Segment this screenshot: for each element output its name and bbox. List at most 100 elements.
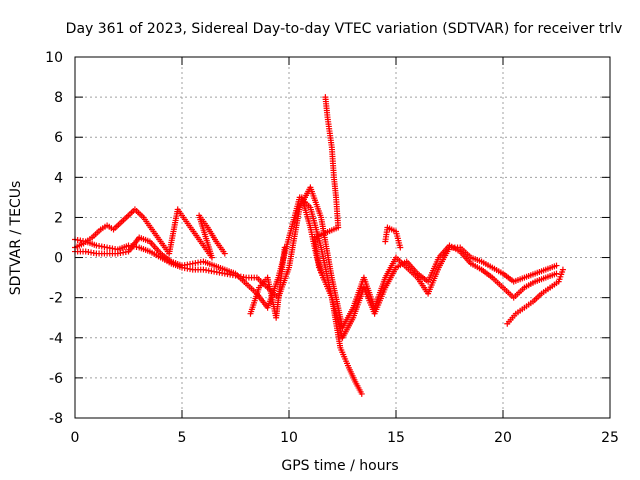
data-marker-track-c bbox=[255, 286, 262, 293]
data-marks bbox=[72, 94, 566, 397]
data-marker-track-b bbox=[317, 242, 324, 249]
data-marker-track-c bbox=[511, 312, 518, 319]
data-marker-track-c bbox=[147, 224, 154, 231]
data-marker-track-a bbox=[519, 275, 526, 282]
data-marker-track-b bbox=[230, 269, 237, 276]
data-marker-track-b bbox=[529, 279, 536, 286]
data-marker-track-c bbox=[536, 292, 543, 299]
data-marker-track-a bbox=[476, 257, 483, 264]
y-tick-label: 0 bbox=[54, 251, 63, 267]
y-tick-label: -8 bbox=[49, 411, 63, 427]
x-tick-label: 20 bbox=[494, 430, 512, 446]
data-marker-track-a bbox=[317, 212, 324, 219]
x-tick-label: 10 bbox=[280, 430, 298, 446]
data-marker-track-c bbox=[351, 376, 358, 383]
data-marker-track-b bbox=[519, 286, 526, 293]
data-marker-track-a bbox=[187, 266, 194, 273]
x-tick-label: 15 bbox=[387, 430, 405, 446]
data-marker-track-b bbox=[391, 266, 398, 273]
data-marker-track-b bbox=[274, 276, 281, 283]
y-tick-label: -4 bbox=[49, 331, 63, 347]
data-marker-track-c bbox=[95, 228, 102, 235]
data-marker-track-b bbox=[80, 248, 87, 255]
data-marker-track-b bbox=[208, 261, 215, 268]
data-marker-track-b bbox=[540, 275, 547, 282]
data-marker-track-a bbox=[497, 269, 504, 276]
data-marker-track-b bbox=[487, 273, 494, 280]
data-marker-track-a bbox=[208, 268, 215, 275]
grid bbox=[75, 57, 610, 418]
data-marker-track-b bbox=[551, 271, 558, 278]
data-marker-track-b bbox=[134, 236, 141, 243]
data-marker-track-c bbox=[313, 233, 320, 240]
data-marker-track-c bbox=[396, 242, 403, 249]
y-tick-label: 8 bbox=[54, 90, 63, 106]
chart-title: Day 361 of 2023, Sidereal Day-to-day VTE… bbox=[66, 21, 623, 37]
x-axis-label: GPS time / hours bbox=[281, 458, 398, 474]
data-marker-track-c bbox=[281, 246, 288, 253]
data-marker-track-c bbox=[390, 227, 397, 234]
data-marker-track-c bbox=[335, 222, 342, 229]
data-marker-track-c bbox=[156, 236, 163, 243]
data-marker-track-c bbox=[306, 222, 313, 229]
data-marker-track-a bbox=[487, 263, 494, 270]
data-marker-track-c bbox=[519, 306, 526, 313]
y-tick-label: -6 bbox=[49, 371, 63, 387]
x-tick-label: 0 bbox=[71, 430, 80, 446]
y-tick-label: 4 bbox=[54, 170, 63, 186]
data-marker-track-c bbox=[544, 286, 551, 293]
data-marker-track-b bbox=[241, 278, 248, 285]
x-tick-label: 5 bbox=[178, 430, 187, 446]
data-marker-track-c bbox=[315, 262, 322, 269]
data-marker-track-c bbox=[559, 268, 566, 275]
data-marker-track-c bbox=[327, 292, 334, 299]
data-marker-track-b bbox=[498, 282, 505, 289]
data-marker-track-b bbox=[476, 265, 483, 272]
data-marker-track-a bbox=[434, 266, 441, 273]
axis-ticks bbox=[74, 56, 611, 419]
y-axis-label: SDTVAR / TECUs bbox=[8, 181, 24, 296]
data-marker-track-b bbox=[423, 277, 430, 284]
data-marker-track-c bbox=[190, 228, 197, 235]
data-marker-track-c bbox=[212, 236, 219, 243]
data-marker-track-a bbox=[551, 263, 558, 270]
data-marker-track-a bbox=[540, 267, 547, 274]
tick-labels: 0 5 10 15 20 25 -8 -6 -4 -2 0 2 4 6 8 10 bbox=[45, 50, 619, 446]
data-marker-track-a bbox=[144, 247, 151, 254]
data-marker-track-c bbox=[527, 300, 534, 307]
data-marker-track-c bbox=[319, 272, 326, 279]
data-marker-track-b bbox=[187, 261, 194, 268]
data-marker-track-b bbox=[285, 236, 292, 243]
data-marker-track-b bbox=[156, 248, 163, 255]
data-marker-track-a bbox=[251, 274, 258, 281]
data-marker-track-b bbox=[166, 257, 173, 264]
data-marker-track-c bbox=[336, 342, 343, 349]
data-marker-track-a bbox=[101, 244, 108, 251]
data-marker-track-b bbox=[466, 258, 473, 265]
data-marker-track-b bbox=[112, 250, 119, 257]
data-marker-track-a bbox=[381, 276, 388, 283]
data-marker-track-a bbox=[91, 241, 98, 248]
data-marker-track-c bbox=[138, 212, 145, 219]
y-tick-label: 10 bbox=[45, 50, 63, 66]
data-marker-track-b bbox=[90, 250, 97, 257]
x-tick-label: 25 bbox=[601, 430, 619, 446]
data-marker-track-b bbox=[219, 265, 226, 272]
data-marker-track-c bbox=[344, 362, 351, 369]
y-tick-label: 6 bbox=[54, 130, 63, 146]
data-marker-track-c bbox=[181, 216, 188, 223]
data-marker-track-c bbox=[198, 240, 205, 247]
data-marker-track-b bbox=[455, 247, 462, 254]
y-tick-label: 2 bbox=[54, 210, 63, 226]
data-marker-track-b bbox=[434, 256, 441, 263]
data-marker-track-c bbox=[78, 241, 85, 248]
data-marker-track-b bbox=[349, 316, 356, 323]
data-marker-track-a bbox=[197, 266, 204, 273]
data-marker-track-b bbox=[381, 286, 388, 293]
data-marker-track-b bbox=[144, 237, 151, 244]
data-marker-track-b bbox=[412, 268, 419, 275]
data-marker-track-c bbox=[220, 248, 227, 255]
data-marker-track-a bbox=[529, 271, 536, 278]
data-marker-track-b bbox=[122, 249, 129, 256]
